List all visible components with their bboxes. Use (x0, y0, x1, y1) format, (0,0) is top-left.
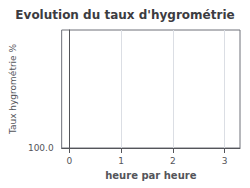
svg-text:2: 2 (170, 156, 176, 166)
svg-text:heure par heure: heure par heure (105, 170, 196, 181)
svg-text:100.0: 100.0 (28, 143, 54, 153)
svg-text:1: 1 (118, 156, 124, 166)
svg-text:Evolution du taux d'hygrométri: Evolution du taux d'hygrométrie (15, 8, 234, 22)
svg-text:Taux hygrométrie %: Taux hygrométrie % (8, 43, 18, 135)
svg-text:3: 3 (222, 156, 228, 166)
svg-text:0: 0 (67, 156, 73, 166)
